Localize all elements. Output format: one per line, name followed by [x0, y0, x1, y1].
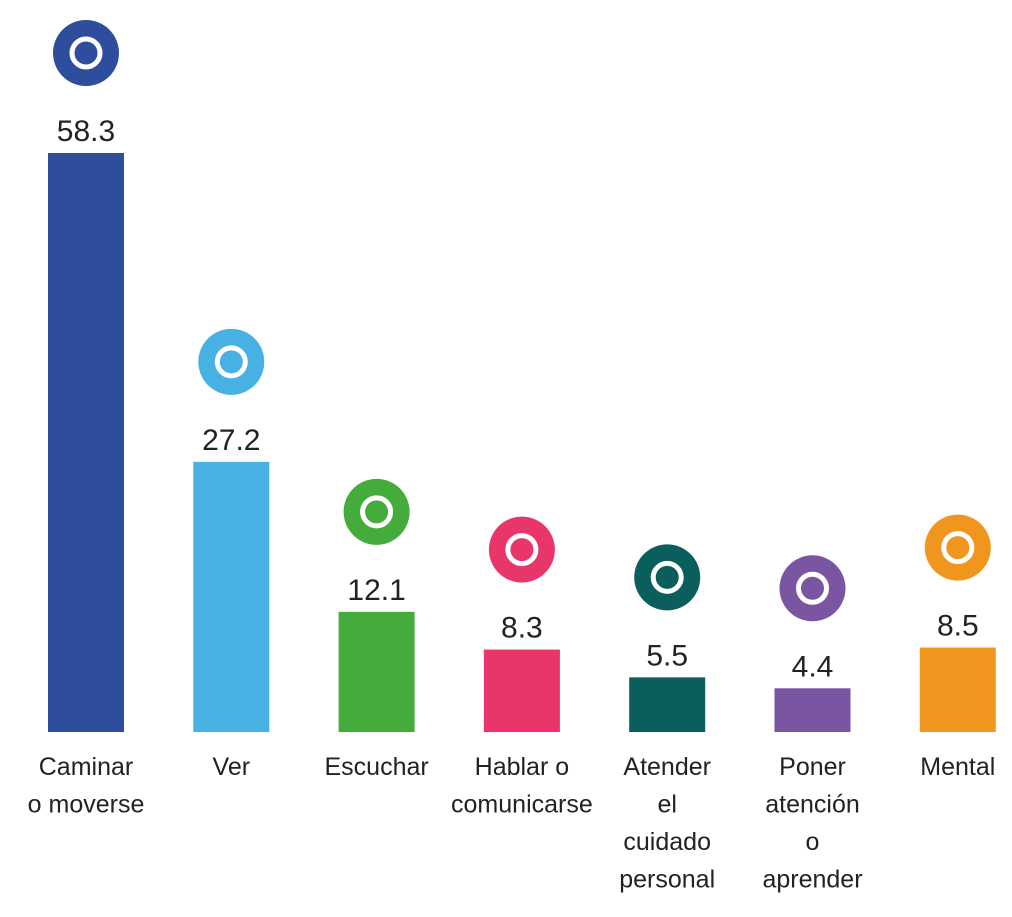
icon-glyph: [650, 560, 684, 594]
value-label: 27.2: [202, 424, 260, 457]
bar: [338, 611, 415, 732]
value-label: 58.3: [57, 115, 115, 148]
icon-circle: [779, 555, 846, 622]
icon-glyph: [69, 36, 103, 70]
category-label: o: [806, 828, 820, 856]
icon-circle: [343, 478, 410, 545]
category-label: cuidado: [623, 828, 711, 856]
icon-glyph: [214, 345, 248, 379]
icon: [779, 555, 846, 622]
value-label: 8.3: [501, 612, 543, 645]
category-label: aprender: [762, 866, 862, 894]
category-label: Hablar o: [475, 753, 570, 781]
category-label: el: [657, 791, 676, 819]
bar: [919, 647, 996, 732]
category-label: Poner: [779, 753, 846, 781]
bar: [629, 677, 706, 732]
category-label: Escuchar: [324, 753, 428, 781]
icon: [53, 20, 119, 86]
category-label: Ver: [213, 753, 251, 781]
icon-glyph: [505, 533, 539, 567]
icon-glyph: [360, 495, 394, 529]
value-label: 8.5: [937, 610, 979, 643]
icon: [198, 328, 265, 395]
icon-circle: [634, 544, 701, 611]
icon: [343, 478, 410, 545]
icon-glyph: [941, 531, 975, 565]
icon-circle: [53, 20, 119, 86]
icon: [488, 516, 555, 583]
category-label: Atender: [623, 753, 711, 781]
bar: [48, 153, 124, 732]
icon: [924, 514, 991, 581]
category-label: o moverse: [28, 791, 145, 819]
icon-circle: [924, 514, 991, 581]
category-label: Caminar: [39, 753, 133, 781]
value-label: 12.1: [347, 574, 405, 607]
icon-circle: [488, 516, 555, 583]
value-label: 5.5: [646, 639, 688, 672]
category-label: personal: [619, 866, 715, 894]
bar: [193, 461, 270, 732]
value-label: 4.4: [792, 650, 834, 683]
icon-glyph: [796, 571, 829, 605]
category-label: comunicarse: [451, 791, 593, 819]
category-label: Mental: [920, 753, 995, 781]
icon: [634, 544, 701, 611]
category-label: atención: [765, 791, 860, 819]
icon-circle: [198, 328, 265, 395]
bar: [483, 649, 560, 732]
bar: [774, 688, 851, 732]
